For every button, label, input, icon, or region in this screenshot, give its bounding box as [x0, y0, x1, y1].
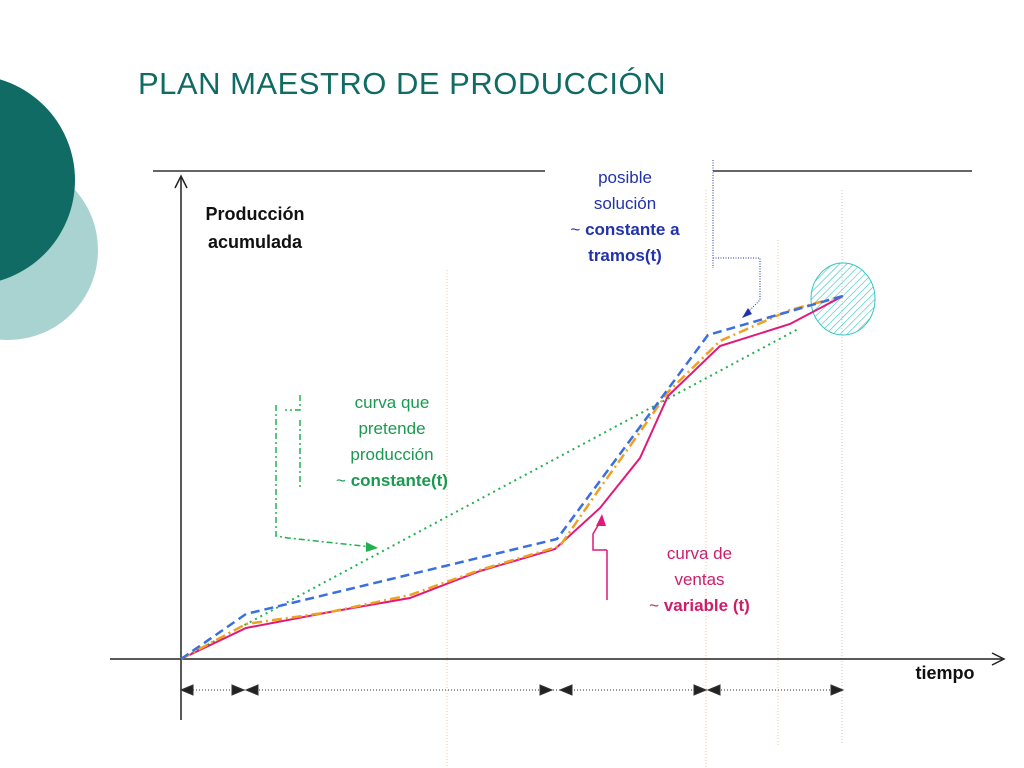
solution-line4: tramos(t): [560, 243, 690, 269]
solution-line1: posible: [598, 168, 652, 187]
intended-line2: pretende: [358, 419, 426, 438]
intended-bold: constante(t): [350, 471, 448, 490]
solution-line2: solución: [593, 194, 657, 213]
y-axis-label-line1: Producción: [205, 204, 305, 224]
intended-callout: [275, 395, 378, 552]
solution-bold-1: constante a: [585, 220, 680, 239]
sales-callout: [592, 514, 608, 600]
solution-label: posible solución ~ constante a tramos(t): [560, 165, 690, 269]
intended-label: curva que pretende producción ~ constant…: [312, 390, 472, 494]
page-title: PLAN MAESTRO DE PRODUCCIÓN: [138, 66, 667, 101]
decor-circle-dark: [0, 79, 75, 281]
sales-line1: curva de: [666, 544, 733, 563]
solution-callout: [712, 160, 761, 319]
sales-bold: variable (t): [663, 596, 750, 615]
intended-line3: producción: [350, 445, 434, 464]
x-axis-label: tiempo: [915, 663, 975, 683]
sales-tilde: ~: [649, 596, 664, 615]
intended-tilde: ~: [336, 471, 351, 490]
y-axis-label-line2: acumulada: [207, 232, 303, 252]
solution-line3: ~ constante a: [560, 217, 690, 243]
sales-line3: ~ variable (t): [622, 593, 777, 619]
alternative-curve: [180, 294, 844, 661]
piecewise-constant-curve: [180, 294, 844, 661]
y-axis-arrowhead: [174, 174, 188, 189]
sales-line2: ventas: [674, 570, 725, 589]
solution-bold-2: tramos(t): [588, 246, 662, 265]
sales-label: curva de ventas ~ variable (t): [622, 541, 777, 619]
x-axis-arrowhead: [991, 652, 1006, 666]
time-intervals: [179, 684, 845, 696]
intended-line4: ~ constante(t): [312, 468, 472, 494]
solution-tilde: ~: [570, 220, 586, 239]
target-circle: [810, 262, 876, 336]
y-axis-label: Producción acumulada: [190, 200, 320, 256]
intended-line1: curva que: [354, 393, 430, 412]
